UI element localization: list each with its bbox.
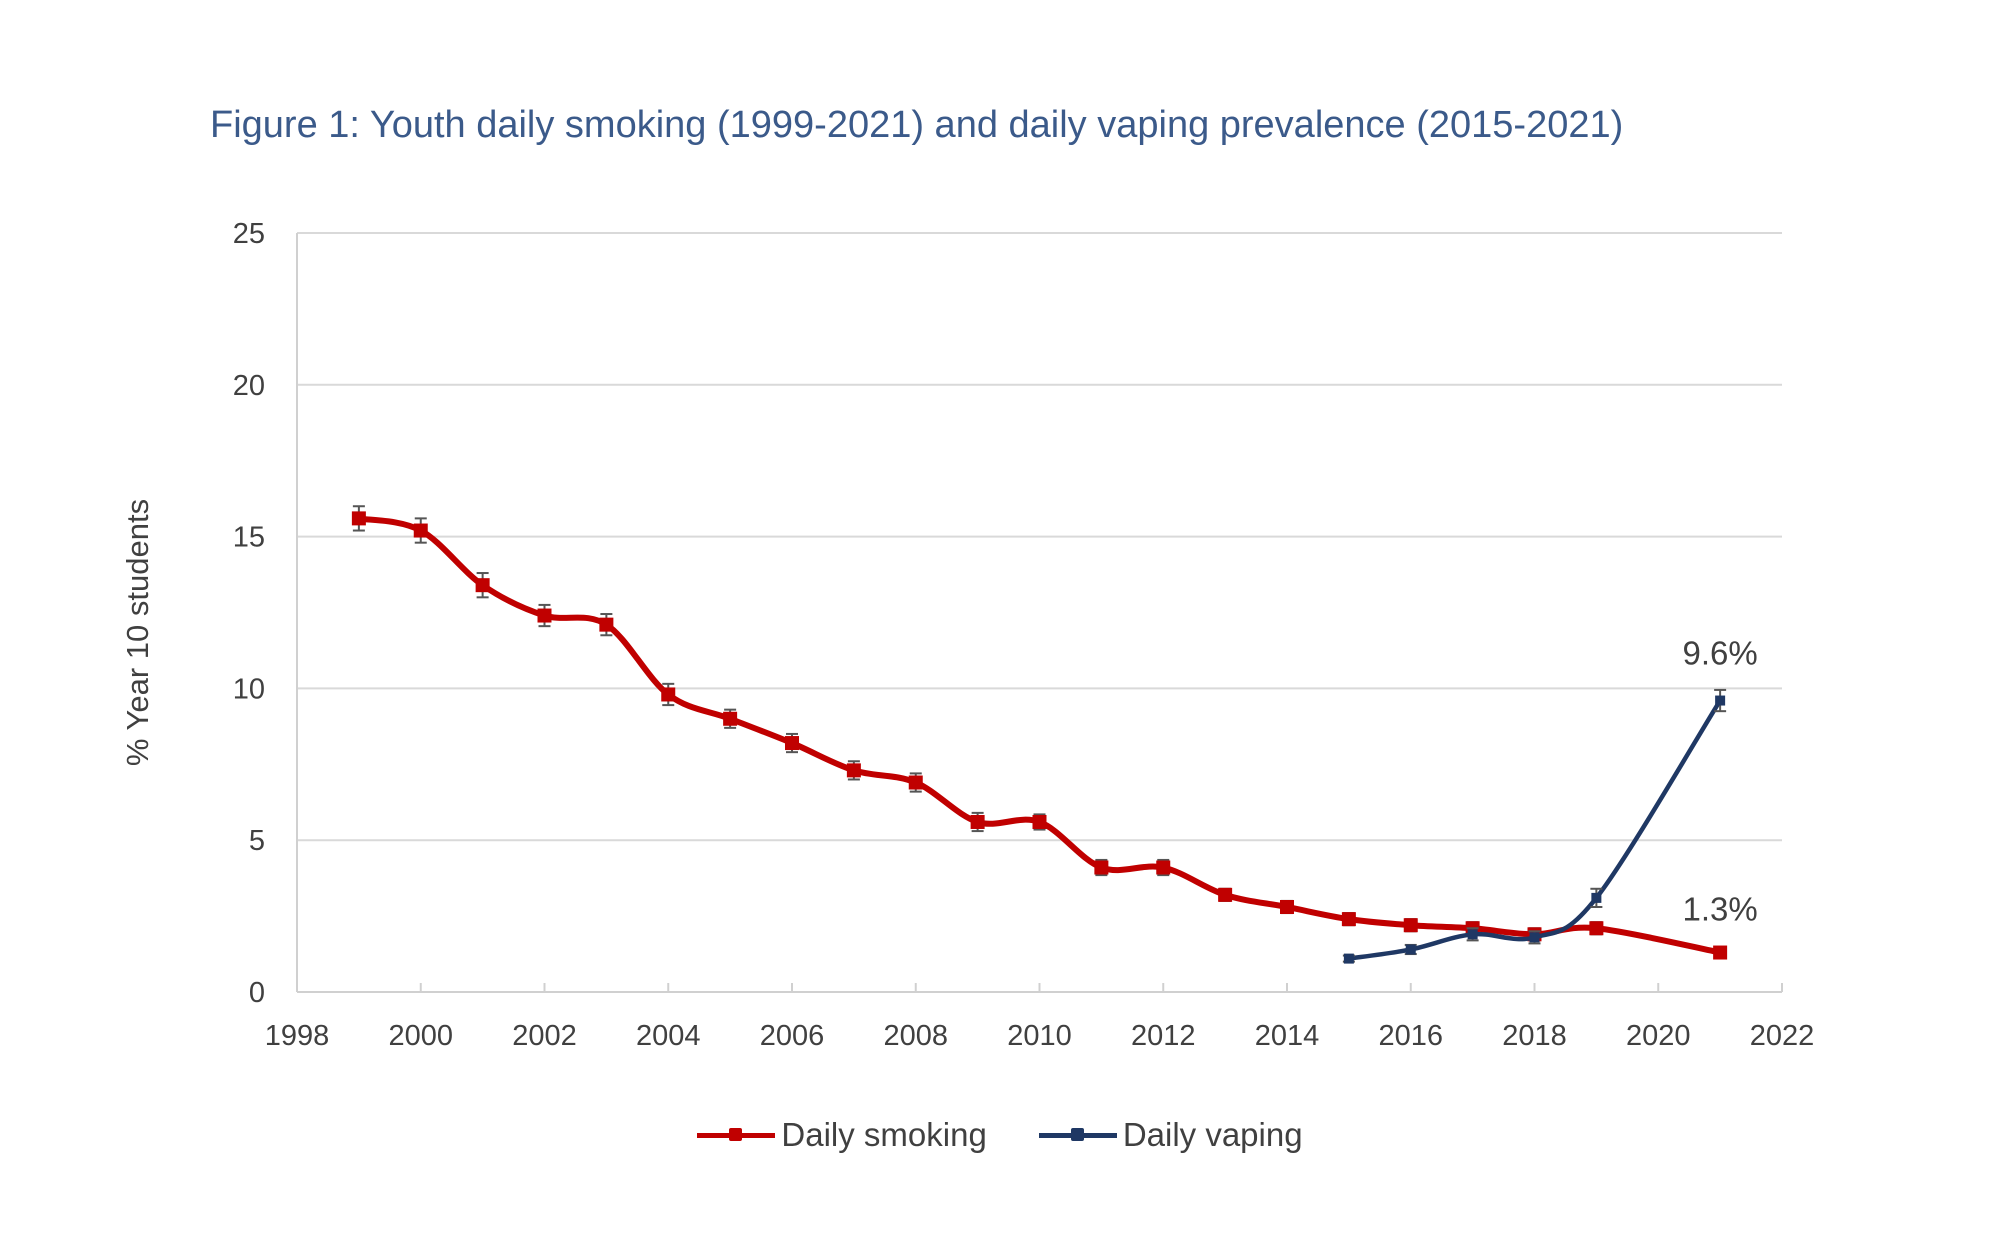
daily-smoking-line <box>358 515 1721 956</box>
x-tick-label: 2000 <box>388 1020 453 1052</box>
x-tick-label: 2004 <box>636 1020 701 1052</box>
daily-vaping-point <box>1405 944 1416 955</box>
x-tick-label: 2016 <box>1378 1020 1443 1052</box>
x-tick-label: 2018 <box>1502 1020 1567 1052</box>
daily-smoking-point <box>785 736 799 751</box>
daily-smoking-point <box>1341 912 1356 927</box>
daily-smoking-point <box>537 608 552 623</box>
daily-smoking-point <box>1094 860 1109 875</box>
legend-item-daily-vaping: Daily vaping <box>1038 1116 1303 1154</box>
x-tick-label: 2020 <box>1626 1020 1691 1052</box>
daily-smoking-point <box>846 763 861 778</box>
daily-vaping-point <box>1591 892 1602 903</box>
chart-title: Figure 1: Youth daily smoking (1999-2021… <box>210 104 1624 146</box>
daily-smoking-point <box>908 775 923 790</box>
daily-vaping-data-label: 9.6% <box>1683 635 1758 672</box>
x-tick-label: 2014 <box>1255 1020 1320 1052</box>
x-tick-label: 2006 <box>760 1020 825 1052</box>
daily-smoking-point <box>1280 899 1294 914</box>
daily-vaping-point <box>1343 953 1354 964</box>
daily-smoking-point <box>351 511 366 526</box>
daily-smoking-point <box>1713 945 1728 960</box>
legend: Daily smoking Daily vaping <box>0 1116 2000 1154</box>
daily-smoking-point <box>1032 814 1047 829</box>
y-tick-label: 0 <box>249 977 265 1009</box>
y-tick-label: 5 <box>249 825 265 857</box>
daily-smoking-point <box>599 617 614 632</box>
daily-smoking-point <box>970 814 985 829</box>
legend-label: Daily smoking <box>781 1116 987 1153</box>
x-tick-label: 2022 <box>1750 1020 1815 1052</box>
daily-smoking-point <box>1156 860 1171 875</box>
y-tick-label: 25 <box>233 218 265 250</box>
x-tick-label: 2002 <box>512 1020 577 1052</box>
daily-smoking-point <box>475 578 490 593</box>
daily-smoking-point <box>1589 921 1604 936</box>
x-tick-label: 2012 <box>1131 1020 1196 1052</box>
daily-smoking-point <box>413 523 428 538</box>
legend-item-daily-smoking: Daily smoking <box>697 1116 987 1154</box>
x-tick-label: 2010 <box>1007 1020 1072 1052</box>
daily-vaping-point <box>1529 932 1540 943</box>
legend-swatch <box>697 1127 776 1141</box>
y-tick-label: 20 <box>233 370 265 402</box>
daily-smoking-point <box>1403 918 1418 933</box>
x-tick-label: 1998 <box>265 1020 330 1052</box>
daily-vaping-point <box>1715 695 1726 706</box>
daily-smoking-point <box>723 711 738 726</box>
legend-swatch <box>1038 1127 1117 1141</box>
y-tick-label: 15 <box>233 522 265 554</box>
daily-vaping-point <box>1467 929 1478 940</box>
y-tick-label: 10 <box>233 673 265 705</box>
daily-smoking-point <box>661 687 676 702</box>
legend-label: Daily vaping <box>1122 1116 1303 1153</box>
y-axis-label: % Year 10 students <box>120 499 155 766</box>
daily-smoking-data-label: 1.3% <box>1683 891 1758 928</box>
daily-smoking-point <box>1218 887 1233 902</box>
x-tick-label: 2008 <box>883 1020 948 1052</box>
